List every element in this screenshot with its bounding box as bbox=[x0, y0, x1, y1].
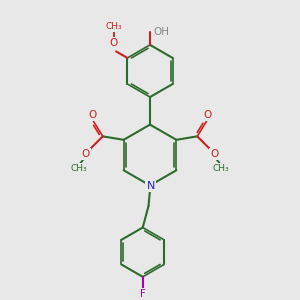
Text: O: O bbox=[110, 38, 118, 48]
Text: CH₃: CH₃ bbox=[213, 164, 229, 173]
Text: CH₃: CH₃ bbox=[106, 22, 122, 31]
Text: N: N bbox=[146, 181, 155, 191]
Text: OH: OH bbox=[153, 27, 169, 37]
Text: CH₃: CH₃ bbox=[71, 164, 87, 173]
Text: O: O bbox=[211, 149, 219, 159]
Text: O: O bbox=[88, 110, 96, 120]
Text: F: F bbox=[140, 289, 146, 299]
Text: O: O bbox=[204, 110, 212, 120]
Text: O: O bbox=[81, 149, 89, 159]
